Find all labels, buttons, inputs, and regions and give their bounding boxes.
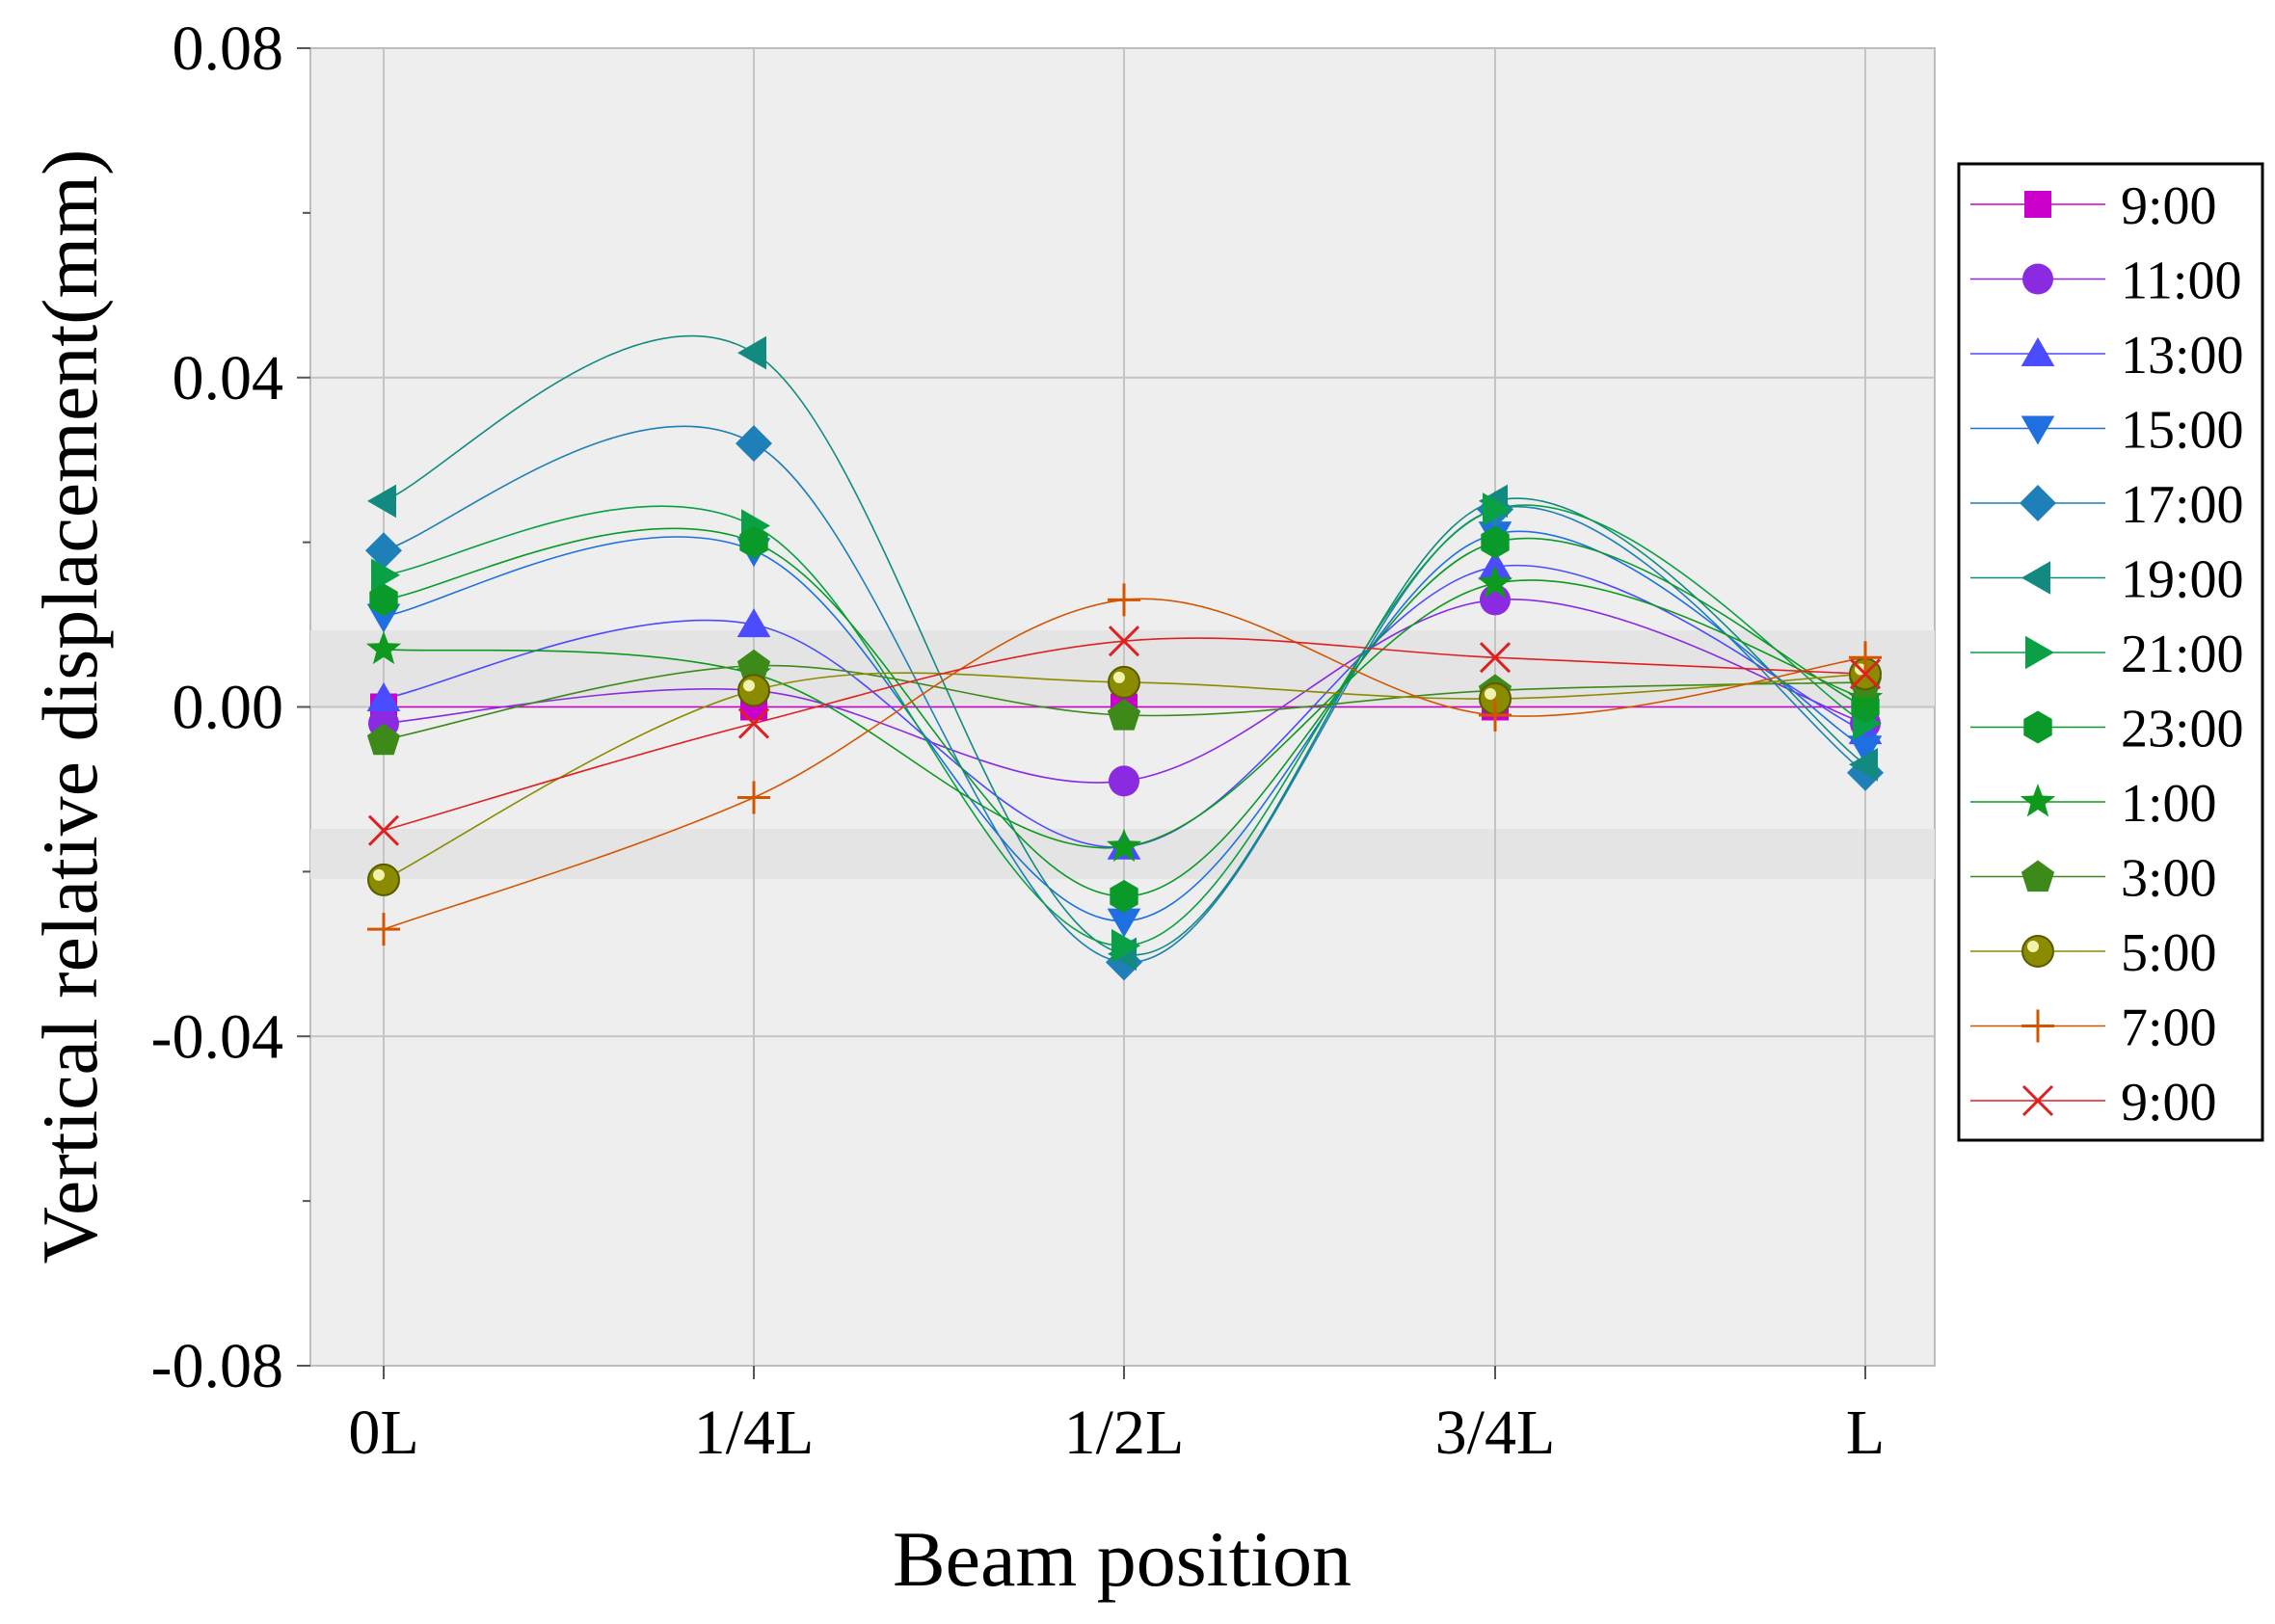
legend-label: 13:00 — [2121, 326, 2244, 386]
data-point-marker — [365, 630, 402, 665]
data-point-marker — [1849, 658, 1882, 690]
data-point-marker — [1477, 565, 1513, 599]
data-point-marker — [366, 723, 401, 756]
data-point-marker — [1111, 928, 1140, 963]
data-point-marker — [1479, 642, 1512, 674]
legend: 9:00 11:00 13:00 15:00 17:00 19:00 21:00 23:00 1… — [1957, 162, 2264, 1142]
tick-labels: 0.08 0.04 0.00 -0.04 -0.08 0L 1/4L 1/2L 3/4L L — [151, 13, 1886, 1468]
x-tick-label: 1/2L — [1064, 1398, 1185, 1468]
data-point-marker — [1849, 641, 1882, 675]
data-point-marker — [736, 649, 771, 681]
x-tick-label: 3/4L — [1435, 1398, 1556, 1468]
data-point-marker-highlight — [373, 868, 385, 881]
legend-label: 17:00 — [2121, 475, 2244, 535]
y-axis-title: Vertical relative displacement(mm) — [26, 149, 114, 1265]
data-point-marker — [367, 484, 396, 519]
data-point-marker — [1107, 908, 1141, 938]
y-tick-label: -0.04 — [151, 1001, 283, 1072]
y-tick-label: 0.04 — [173, 343, 284, 413]
legend-marker — [2020, 784, 2056, 817]
data-point-marker — [736, 608, 771, 638]
data-point-marker — [1849, 748, 1878, 782]
legend-label: 19:00 — [2121, 550, 2244, 610]
data-point-marker — [369, 583, 398, 617]
data-point-marker — [367, 863, 400, 896]
data-point-marker — [1108, 583, 1140, 617]
legend-label: 5:00 — [2121, 923, 2217, 983]
legend-marker — [2025, 635, 2054, 670]
data-point-marker — [737, 335, 766, 370]
data-point-marker — [1479, 699, 1512, 732]
y-tick-label: 0.08 — [173, 13, 284, 84]
legend-marker — [2023, 710, 2052, 744]
legend-label: 3:00 — [2121, 849, 2217, 909]
data-point-marker — [737, 674, 770, 707]
data-point-marker — [1110, 880, 1138, 913]
legend-label: 1:00 — [2121, 774, 2217, 834]
legend-marker — [2022, 263, 2053, 295]
data-point-marker — [1483, 493, 1512, 526]
legend-label: 21:00 — [2121, 625, 2244, 684]
y-tick-label: -0.08 — [151, 1331, 283, 1401]
data-point-marker — [1848, 735, 1883, 765]
x-axis-title: Beam position — [893, 1515, 1352, 1603]
data-point-marker — [739, 525, 768, 559]
legend-marker — [2021, 337, 2055, 366]
legend-marker — [2021, 1084, 2054, 1117]
legend-marker-highlight — [2027, 941, 2039, 952]
legend-label: 23:00 — [2121, 700, 2244, 759]
legend-marker — [2021, 1009, 2054, 1043]
data-point-marker-highlight — [1485, 687, 1496, 700]
data-point-marker-highlight — [743, 679, 755, 692]
data-point-marker — [737, 781, 770, 814]
data-point-marker — [1109, 765, 1139, 797]
legend-marker — [2020, 485, 2056, 521]
x-tick-label: L — [1846, 1398, 1885, 1468]
legend-label: 9:00 — [2121, 176, 2217, 236]
data-point-marker — [1106, 828, 1142, 863]
data-point-marker — [1108, 626, 1140, 657]
data-point-marker — [1107, 699, 1141, 731]
x-tick-label: 0L — [348, 1398, 418, 1468]
data-point-marker — [366, 682, 401, 711]
axes — [297, 47, 1866, 1379]
data-point-marker — [736, 425, 772, 463]
data-point-marker — [365, 532, 402, 570]
legend-label: 7:00 — [2121, 998, 2217, 1058]
data-point-marker — [367, 913, 400, 946]
data-point-marker — [1108, 665, 1140, 699]
legend-label: 11:00 — [2121, 252, 2241, 311]
legend-marker — [2021, 415, 2055, 445]
legend-marker — [2021, 935, 2054, 968]
legend-marker — [2021, 561, 2050, 595]
legend-label: 9:00 — [2121, 1073, 2217, 1132]
marker-layer — [365, 335, 1884, 981]
data-point-marker-highlight — [1113, 671, 1125, 683]
x-tick-label: 1/4L — [694, 1398, 815, 1468]
y-tick-label: 0.00 — [173, 673, 284, 743]
data-point-marker — [367, 814, 400, 846]
legend-label: 15:00 — [2121, 401, 2244, 461]
legend-marker — [2021, 860, 2055, 892]
data-point-marker — [371, 558, 400, 593]
data-point-marker — [1481, 525, 1510, 559]
data-point-marker — [737, 707, 770, 739]
legend-marker — [2024, 191, 2051, 218]
